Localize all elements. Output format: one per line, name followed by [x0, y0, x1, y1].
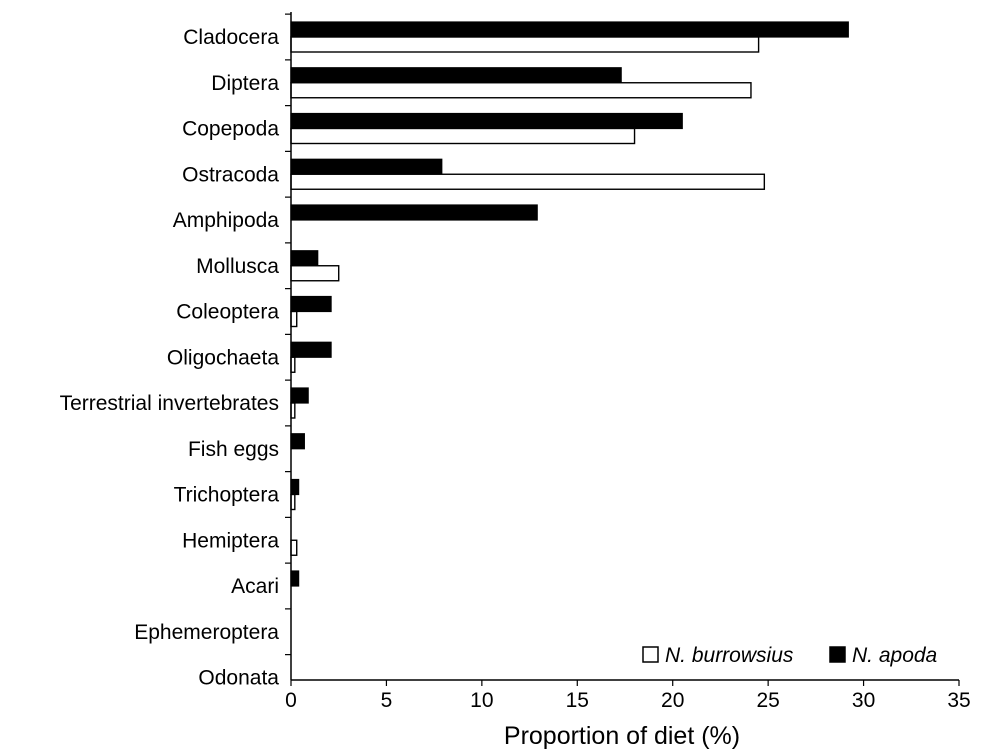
category-label-fish-eggs: Fish eggs	[188, 438, 279, 461]
bar-burrowsius-coleoptera	[290, 310, 298, 328]
bar-apoda-copepoda	[290, 112, 683, 130]
x-tick-label: 25	[756, 689, 779, 712]
bar-apoda-ostracoda	[290, 158, 443, 175]
category-label-amphipoda: Amphipoda	[173, 209, 280, 232]
bar-apoda-diptera	[290, 67, 622, 84]
bar-apoda-oligochaeta	[290, 341, 332, 358]
bar-apoda-amphipoda	[290, 204, 538, 221]
bar-apoda-mollusca	[290, 250, 319, 267]
category-label-hemiptera: Hemiptera	[182, 529, 279, 552]
x-axis-title: Proportion of diet (%)	[504, 722, 740, 750]
x-tick-label: 15	[566, 689, 589, 712]
x-tick-label: 10	[470, 689, 493, 712]
category-label-ephemeroptera: Ephemeroptera	[134, 621, 279, 644]
bar-burrowsius-diptera	[290, 82, 752, 99]
bar-burrowsius-ostracoda	[290, 173, 766, 190]
bar-burrowsius-mollusca	[290, 265, 340, 282]
category-label-coleoptera: Coleoptera	[176, 301, 279, 324]
bar-apoda-terrestrial-invertebrates	[290, 387, 309, 404]
x-tick-label: 0	[285, 689, 297, 712]
x-axis-ticks: 0 5 10 15 20 25 30 35	[285, 680, 971, 712]
x-tick-label: 20	[661, 689, 684, 712]
category-label-trichoptera: Trichoptera	[174, 484, 280, 507]
bars-layer	[290, 21, 849, 587]
category-label-ostracoda: Ostracoda	[182, 163, 279, 186]
bar-apoda-acari	[290, 570, 300, 587]
legend-label-apoda: N. apoda	[852, 644, 937, 667]
bar-burrowsius-hemiptera	[290, 539, 298, 556]
x-tick-label: 5	[381, 689, 393, 712]
category-label-acari: Acari	[231, 575, 279, 598]
category-labels: Cladocera Diptera Copepoda Ostracoda Amphipo…	[60, 26, 280, 690]
bar-apoda-cladocera	[290, 21, 849, 38]
legend-swatch-burrowsius	[642, 646, 659, 663]
legend-swatch-apoda	[829, 646, 846, 663]
category-label-diptera: Diptera	[211, 72, 279, 95]
bar-apoda-coleoptera	[290, 295, 332, 313]
legend-label-burrowsius: N. burrowsius	[665, 644, 794, 667]
category-label-oligochaeta: Oligochaeta	[167, 346, 279, 369]
bar-apoda-fish-eggs	[290, 433, 305, 450]
bar-burrowsius-cladocera	[290, 36, 760, 53]
category-label-copepoda: Copepoda	[182, 118, 279, 141]
bar-burrowsius-copepoda	[290, 127, 636, 145]
legend: N. burrowsius N. apoda	[642, 644, 937, 667]
x-tick-label: 30	[852, 689, 875, 712]
x-tick-label: 35	[947, 689, 970, 712]
category-label-terrestrial-invertebrates: Terrestrial invertebrates	[60, 392, 279, 415]
bar-apoda-trichoptera	[290, 478, 300, 496]
category-label-cladocera: Cladocera	[183, 26, 279, 49]
category-label-odonata: Odonata	[198, 667, 279, 690]
category-label-mollusca: Mollusca	[196, 255, 279, 278]
axes-layer	[285, 12, 959, 681]
